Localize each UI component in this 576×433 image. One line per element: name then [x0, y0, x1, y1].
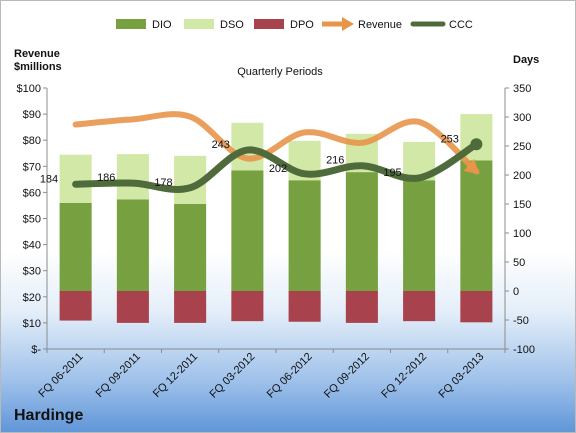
legend-label-ccc: CCC — [449, 19, 473, 31]
ccc-data-label: 243 — [212, 139, 230, 151]
left-tick-label: $60 — [23, 187, 41, 199]
bar-dpo — [231, 291, 264, 322]
ccc-data-label: 186 — [97, 172, 115, 184]
ccc-end-point — [470, 138, 483, 151]
right-tick-label: 250 — [513, 141, 531, 153]
ylabel-left-line1: Revenue — [14, 48, 60, 60]
right-tick-label: -100 — [513, 344, 535, 356]
right-tick-label: 100 — [513, 228, 531, 240]
ccc-data-label: 202 — [269, 163, 287, 175]
bar-dio — [59, 202, 92, 291]
left-tick-label: $50 — [23, 214, 41, 226]
x-tick-label: FQ 03-2012 — [208, 351, 258, 401]
company-name: Hardinge — [14, 407, 83, 424]
legend-label-dso: DSO — [220, 19, 244, 31]
bar-dpo — [59, 291, 92, 321]
revenue-arrow-head — [463, 158, 480, 175]
bar-dpo — [288, 291, 321, 322]
right-tick-label: 200 — [513, 170, 531, 182]
ccc-data-label: 195 — [383, 167, 401, 179]
bar-dso — [59, 154, 92, 203]
bar-dso — [116, 154, 149, 200]
x-tick-label: FQ 06-2012 — [265, 351, 315, 401]
left-tick-label: $90 — [23, 109, 41, 121]
chart-title: Quarterly Periods — [237, 66, 323, 78]
bar-dio — [231, 170, 264, 291]
x-tick-label: FQ 09-2011 — [94, 351, 143, 400]
bar-dpo — [460, 291, 493, 323]
bar-dio — [174, 204, 207, 291]
x-tick-label: FQ 06-2011 — [36, 351, 85, 400]
right-tick-label: 150 — [513, 199, 531, 211]
bar-dpo — [345, 291, 378, 323]
right-tick-label: 300 — [513, 112, 531, 124]
bar-dio — [345, 172, 378, 291]
left-tick-label: $10 — [23, 318, 41, 330]
legend-swatch-dio — [116, 19, 146, 29]
ccc-data-label: 216 — [326, 155, 344, 167]
ccc-data-label: 184 — [40, 173, 58, 185]
left-tick-label: $- — [31, 344, 41, 356]
bar-dpo — [174, 291, 207, 323]
bar-dpo — [403, 291, 436, 322]
bar-dio — [116, 199, 149, 291]
plot-frame — [47, 88, 505, 349]
bar-dio — [460, 160, 493, 291]
x-tick-label: FQ 12-2011 — [151, 351, 200, 400]
ylabel-right: Days — [513, 54, 539, 66]
left-tick-label: $40 — [23, 240, 41, 252]
bar-dio — [403, 180, 436, 291]
legend-swatch-dpo — [254, 19, 284, 29]
left-tick-label: $100 — [17, 83, 41, 95]
legend-label-dpo: DPO — [290, 19, 314, 31]
revenue-line — [72, 111, 480, 175]
x-tick-label: FQ 09-2012 — [322, 351, 372, 401]
left-tick-label: $30 — [23, 266, 41, 278]
left-tick-label: $70 — [23, 161, 41, 173]
ylabel-left-line2: $millions — [14, 61, 62, 73]
x-tick-label: FQ 03-2013 — [437, 351, 487, 401]
x-tick-label: FQ 12-2012 — [379, 351, 429, 401]
bar-dio — [288, 180, 321, 291]
legend-label-dio: DIO — [152, 19, 172, 31]
bar-dpo — [116, 291, 149, 323]
right-tick-label: 0 — [513, 286, 519, 298]
legend: DIO DSO DPO Revenue CCC — [116, 17, 473, 31]
right-tick-label: 350 — [513, 83, 531, 95]
plot-area: $- $10 $20 $30 $40 $50 $60 $70 $80 $90 $100 -100 -50… — [17, 83, 536, 401]
right-tick-label: 50 — [513, 257, 525, 269]
left-tick-label: $20 — [23, 292, 41, 304]
legend-swatch-dso — [184, 19, 214, 29]
ccc-data-label: 253 — [441, 133, 459, 145]
left-tick-label: $80 — [23, 135, 41, 147]
ccc-data-label: 178 — [154, 177, 172, 189]
legend-label-revenue: Revenue — [358, 19, 402, 31]
ccc-line — [72, 140, 480, 193]
legend-arrow-revenue — [342, 17, 354, 31]
right-tick-label: -50 — [513, 315, 529, 327]
